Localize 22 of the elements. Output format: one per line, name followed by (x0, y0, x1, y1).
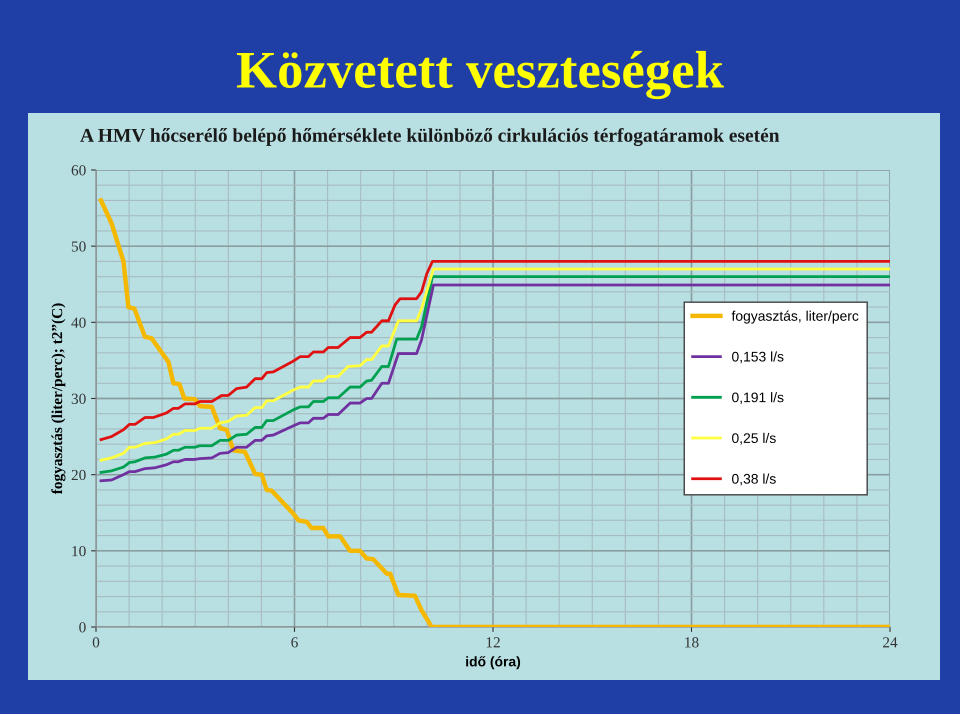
legend-label: fogyasztás, liter/perc (732, 310, 858, 324)
y-tick-label: 10 (72, 546, 86, 556)
y-tick-label: 40 (71, 317, 86, 328)
x-tick-label: 18 (685, 637, 699, 648)
x-tick-label: 24 (883, 637, 898, 648)
x-tick-label: 6 (291, 637, 298, 648)
y-tick-label: 20 (72, 470, 86, 480)
x-tick-label: 12 (486, 637, 500, 648)
x-axis-title: idő (óra) (466, 656, 520, 670)
legend-label: 0,191 l/s (732, 392, 784, 404)
x-tick-label: 0 (92, 637, 100, 648)
chart-title: Közvetett veszteségek (236, 50, 724, 100)
legend-label: 0,153 l/s (732, 351, 784, 364)
legend-label: 0,25 l/s (732, 432, 776, 445)
chart-subtitle: A HMV hőcserélő belépő hőmérséklete különböző cirkulációs térfogatáramok esetén (80, 128, 780, 146)
y-axis-title: fogyasztás (liter/perc); t2”(C) (51, 303, 66, 494)
legend-label: 0,38 l/s (732, 474, 776, 486)
y-tick-label: 30 (72, 394, 86, 404)
y-tick-label: 0 (79, 622, 86, 632)
y-tick-label: 50 (72, 241, 86, 252)
y-tick-label: 60 (72, 165, 86, 176)
line-series (98, 198, 890, 627)
